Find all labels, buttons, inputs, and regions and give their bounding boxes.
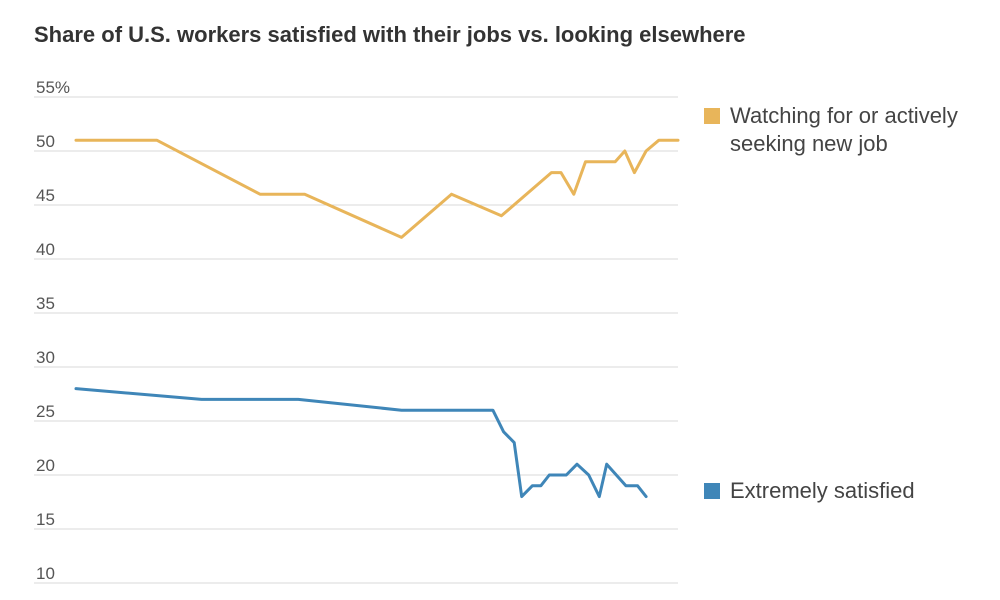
gridlines [34,96,678,584]
y-tick-label-35: 35 [36,294,55,313]
y-tick-label-40: 40 [36,240,55,259]
legend-item-seeking: Watching for or actively seeking new job [704,102,1000,158]
y-tick-label-30: 30 [36,348,55,367]
legend-swatch-seeking [704,108,720,124]
legend-label-satisfied: Extremely satisfied [730,478,915,503]
y-tick-label-45: 45 [36,186,55,205]
y-tick-label-15: 15 [36,510,55,529]
y-tick-label-55: 55% [36,78,70,97]
y-tick-label-25: 25 [36,402,55,421]
series-line-satisfied [74,387,648,499]
series-lines [74,138,680,499]
legend-label-seeking: Watching for or actively seeking new job [730,103,958,156]
y-tick-label-10: 10 [36,564,55,583]
y-tick-label-50: 50 [36,132,55,151]
legend-swatch-satisfied [704,483,720,499]
legend-item-satisfied: Extremely satisfied [704,477,1000,505]
y-tick-label-20: 20 [36,456,55,475]
chart-title: Share of U.S. workers satisfied with the… [34,22,746,47]
y-axis-tick-labels: 55% 50 45 40 35 30 25 20 15 10 [36,78,70,583]
series-line-seeking [74,138,680,239]
